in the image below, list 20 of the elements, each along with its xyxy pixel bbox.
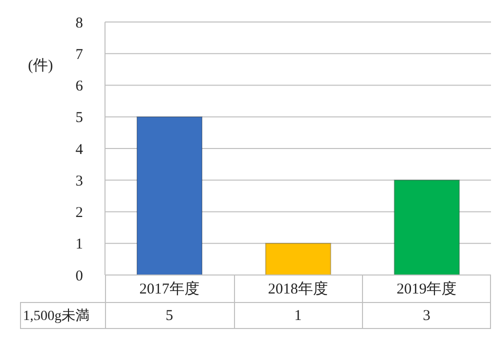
y-tick-label: 2: [76, 205, 83, 222]
data-label: 1: [234, 302, 362, 329]
y-tick-label: 1: [76, 236, 83, 253]
y-axis-title: (件): [28, 57, 53, 75]
y-tick-label: 6: [76, 78, 84, 95]
x-tick-label: 2019年度: [396, 280, 457, 298]
legend-label: 1,500g未満: [20, 302, 105, 329]
x-tick-label: 2018年度: [268, 280, 328, 298]
y-tick-label: 5: [76, 110, 83, 126]
x-tick-label: 2017年度: [139, 280, 200, 298]
y-tick-label: 8: [76, 15, 83, 32]
bar: [136, 116, 202, 275]
data-label: 5: [105, 302, 234, 329]
y-tick-label: 0: [76, 268, 83, 284]
y-tick-label: 3: [76, 173, 83, 190]
bar: [394, 180, 460, 275]
data-label: 3: [362, 302, 491, 329]
bar: [265, 242, 332, 275]
y-tick-label: 7: [76, 46, 84, 63]
y-tick-label: 4: [76, 142, 84, 158]
